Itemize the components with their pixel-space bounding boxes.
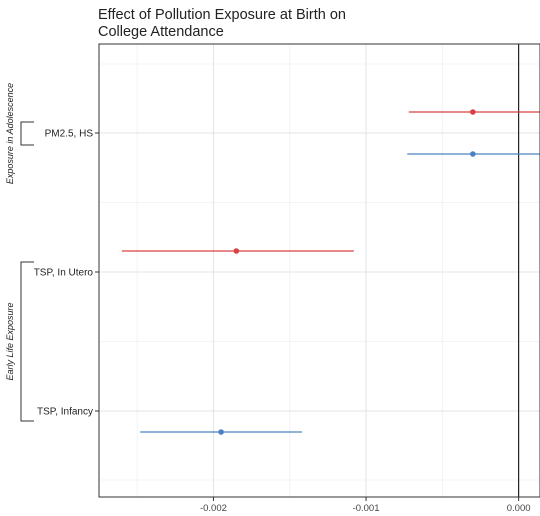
- category-label-1: TSP, In Utero: [34, 268, 94, 279]
- points-group: [121, 109, 540, 435]
- chart-title-line-1: Effect of Pollution Exposure at Birth on: [98, 7, 346, 23]
- plot-panel-border: [98, 43, 540, 498]
- group-bracket-0: [20, 121, 34, 146]
- x-tick-label-2: 0.000: [507, 503, 531, 514]
- group-bracket-1: [20, 261, 34, 422]
- point-2: [233, 248, 240, 254]
- group-label-0: Exposure in Adolescence: [5, 83, 15, 184]
- point-1: [470, 151, 476, 157]
- x-axis: -0.002 -0.001 0.000: [200, 497, 531, 514]
- chart-title-line-2: College Attendance: [98, 24, 224, 40]
- x-tick-label-0: -0.002: [200, 503, 227, 514]
- y-axis: PM2.5, HS TSP, In Utero TSP, Infancy: [34, 129, 99, 418]
- category-label-0: PM2.5, HS: [45, 129, 94, 140]
- category-label-2: TSP, Infancy: [37, 407, 93, 418]
- point-0: [470, 109, 476, 115]
- x-tick-label-1: -0.001: [353, 503, 380, 514]
- group-brackets: Exposure in Adolescence Early Life Exposu…: [5, 83, 34, 422]
- group-label-1: Early Life Exposure: [5, 302, 15, 380]
- point-3: [218, 429, 224, 435]
